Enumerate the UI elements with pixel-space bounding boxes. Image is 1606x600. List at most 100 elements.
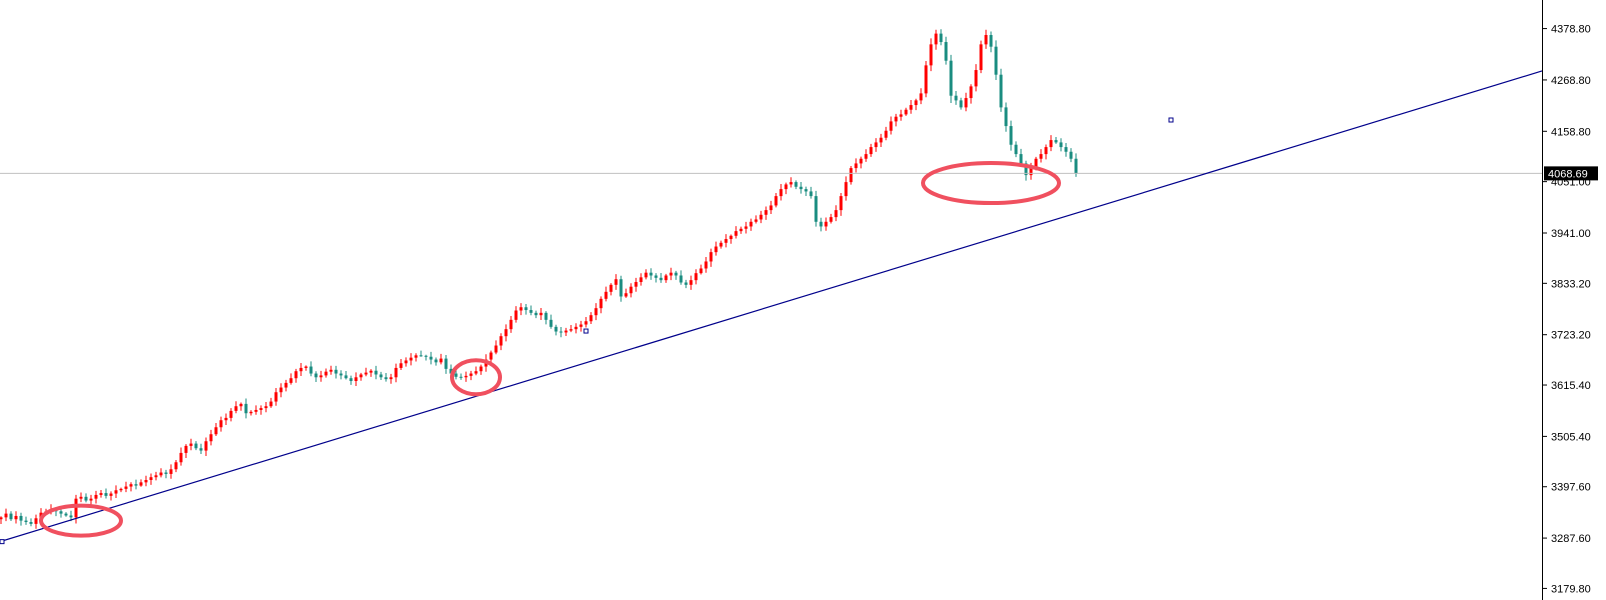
candle: [939, 29, 943, 46]
candle-body: [1059, 142, 1063, 148]
candle: [459, 373, 463, 380]
candle: [394, 363, 398, 383]
candle-body: [889, 121, 893, 131]
candle-body: [19, 515, 23, 521]
candle-body: [124, 486, 128, 489]
candle: [744, 221, 748, 234]
candle: [664, 273, 668, 283]
candle-body: [469, 373, 473, 376]
candle-body: [419, 355, 423, 357]
candle: [224, 413, 228, 426]
highlight-ellipses: [39, 161, 1061, 538]
candle-body: [674, 272, 678, 276]
tick-label: 4158.80: [1551, 126, 1591, 138]
candle: [339, 370, 343, 380]
candle-body: [939, 33, 943, 43]
candle: [309, 361, 313, 377]
candle-body: [294, 371, 298, 379]
candle-body: [549, 319, 553, 327]
candle-body: [354, 377, 358, 382]
candle: [854, 158, 858, 173]
candle: [834, 205, 838, 222]
candle-body: [859, 158, 863, 164]
candle: [229, 408, 233, 422]
candle: [979, 40, 983, 74]
candle-body: [679, 275, 683, 283]
candle-body: [739, 228, 743, 232]
candle: [764, 206, 768, 220]
candle-body: [199, 448, 203, 451]
candle: [184, 444, 188, 459]
trendline-anchor-marker[interactable]: [0, 539, 5, 545]
candle-body: [519, 307, 523, 311]
candle-body: [989, 35, 993, 47]
candle-body: [179, 452, 183, 463]
candle: [169, 464, 173, 479]
candle-body: [719, 242, 723, 247]
candle: [784, 182, 788, 195]
candle: [904, 107, 908, 116]
candle-body: [134, 484, 138, 486]
tick-label: 4268.80: [1551, 75, 1591, 87]
candle: [774, 192, 778, 208]
candle: [374, 365, 378, 380]
candle: [874, 138, 878, 152]
trendline[interactable]: [0, 70, 1543, 543]
candle: [944, 36, 948, 65]
candle-body: [214, 427, 218, 435]
candle: [954, 91, 958, 105]
candle: [779, 184, 783, 201]
candle: [644, 269, 648, 280]
candle: [544, 311, 548, 325]
tick-label: 3833.20: [1551, 278, 1591, 290]
candle: [194, 441, 198, 451]
candle-body: [959, 100, 963, 108]
candle: [119, 487, 123, 493]
candle: [0, 516, 3, 525]
candle-body: [74, 498, 78, 518]
candle: [694, 269, 698, 285]
trendline-anchor-marker[interactable]: [1168, 117, 1174, 123]
candle-body: [414, 355, 418, 358]
candle-body: [754, 219, 758, 222]
candle-body: [649, 272, 653, 276]
candle: [929, 38, 933, 72]
candle: [379, 371, 383, 381]
candle-body: [1039, 154, 1043, 159]
candle-body: [949, 60, 953, 96]
candle-body: [1054, 140, 1058, 143]
candle-body: [289, 378, 293, 383]
candle-body: [749, 221, 753, 227]
candle-body: [99, 493, 103, 495]
candle: [679, 270, 683, 285]
candle: [684, 279, 688, 289]
candle-body: [769, 205, 773, 211]
candle-body: [709, 252, 713, 262]
candle-body: [529, 310, 533, 313]
candle-body: [89, 498, 93, 501]
candle-body: [454, 373, 458, 377]
trendline-anchor-marker[interactable]: [583, 328, 589, 334]
candle-body: [1019, 154, 1023, 164]
candle-body: [434, 359, 438, 363]
candle: [269, 397, 273, 408]
candle-body: [119, 488, 123, 491]
candle-body: [244, 403, 248, 414]
candle-body: [1044, 147, 1048, 155]
candle: [409, 353, 413, 366]
candle-body: [809, 191, 813, 197]
candle-body: [504, 329, 508, 337]
candle-body: [579, 324, 583, 327]
candle-body: [164, 472, 168, 474]
candle: [114, 485, 118, 499]
candle-body: [4, 513, 8, 518]
candle: [369, 369, 373, 377]
candle: [454, 369, 458, 380]
candle-body: [79, 496, 83, 499]
candle: [234, 401, 238, 414]
candle: [809, 186, 813, 199]
candle-body: [324, 371, 328, 376]
candle-body: [654, 275, 658, 278]
candle-body: [464, 375, 468, 378]
candle: [1014, 141, 1018, 158]
